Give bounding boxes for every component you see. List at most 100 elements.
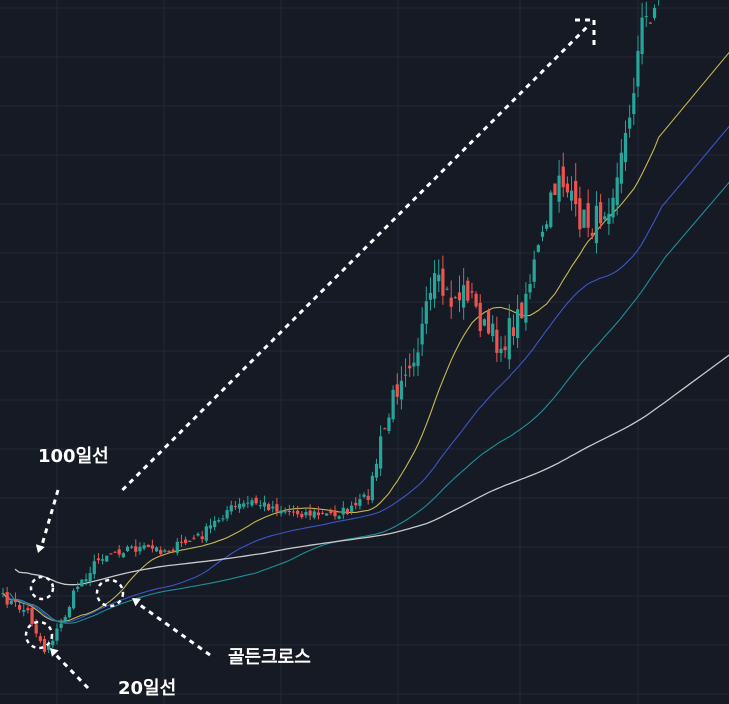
candle-body [569,190,574,201]
candle-body [217,519,221,522]
candle-body [644,16,648,18]
candle-body [428,292,433,300]
circle-100ma-touch [29,575,55,601]
candle-body [84,579,88,582]
candle-body [503,346,507,351]
candle-body [121,553,125,558]
candle-body [154,547,159,552]
candle-body [254,497,258,504]
candle-body [395,384,399,397]
candle-body [258,505,262,507]
candle-body [113,551,117,553]
candle-body [416,352,420,366]
candle-body [399,380,403,400]
candle-body [76,586,80,589]
candle-body [101,559,105,561]
candle-body [474,293,478,307]
candle-body [507,318,511,360]
candle-body [67,606,71,618]
candle-body [574,180,578,205]
candle-body [250,500,254,506]
candle-body [213,520,217,528]
annotation-label-golden-cross: 골든크로스 [228,647,311,668]
candle-body [603,216,607,220]
candle-body [71,590,76,609]
ma-line-40 [5,125,729,623]
candle-body [437,274,441,282]
candle-body [482,319,486,326]
candle-body [628,117,632,129]
candle-body [63,617,67,621]
candle-body [320,512,325,514]
candle-body [246,502,250,504]
candle-body [283,511,287,513]
ma-line-20 [2,51,729,622]
candle-body [561,166,565,188]
ma-line-100 [14,354,729,586]
circle-20ma-touch [24,620,54,650]
candle-body [9,600,13,605]
candle-body [611,197,615,218]
candle-body [557,175,561,202]
candle-body [549,192,553,228]
candle-body [271,506,275,509]
candle-body [92,561,96,575]
candle-body [34,624,38,634]
candle-body [300,513,304,518]
candle-body [204,526,208,541]
candle-body [648,22,652,24]
candle-body [175,541,179,553]
candle-body [520,302,524,319]
ma-line-60 [9,181,729,624]
candle-body [18,605,22,610]
candle-body [449,297,453,307]
candle-body [615,177,619,206]
candle-body [200,536,204,540]
candle-body [275,504,279,512]
candle-body [532,259,536,282]
candle-body [387,417,391,432]
candle-body [478,302,482,332]
pointer-100ma-head [35,544,45,553]
candle-body [441,268,445,296]
candle-body [457,292,462,301]
candle-body [540,231,545,237]
candle-body [142,545,146,549]
candle-body [590,232,594,237]
candle-body [599,202,603,224]
candle-body [159,549,163,554]
candle-body [516,309,520,339]
candle-body [88,573,92,582]
candle-body [55,628,59,641]
pointer-golden-cross-shaft [139,603,211,657]
candle-body [354,502,358,506]
circle-golden-cross [95,578,125,608]
candle-body [163,550,167,552]
candle-body [466,280,470,301]
candle-body [337,516,341,519]
candle-body [237,503,242,509]
candle-body [433,273,437,299]
annotation-labels: 100일선 골든크로스 20일선 [38,446,311,699]
candle-body [632,93,636,115]
candle-body [184,539,188,544]
candle-body [565,183,569,193]
candle-body [640,17,644,55]
candle-body [486,310,491,334]
candle-body [316,512,320,516]
candle-body [105,555,109,562]
candle-body [329,511,333,514]
candle-body [30,608,34,625]
candle-body [109,553,113,555]
candle-body [403,374,408,376]
candle-body [179,541,184,543]
candle-body [229,505,233,512]
candle-body [528,284,532,293]
candle-body [242,503,246,507]
candle-body [333,510,337,517]
candle-body [80,579,84,587]
candle-body [424,301,428,324]
